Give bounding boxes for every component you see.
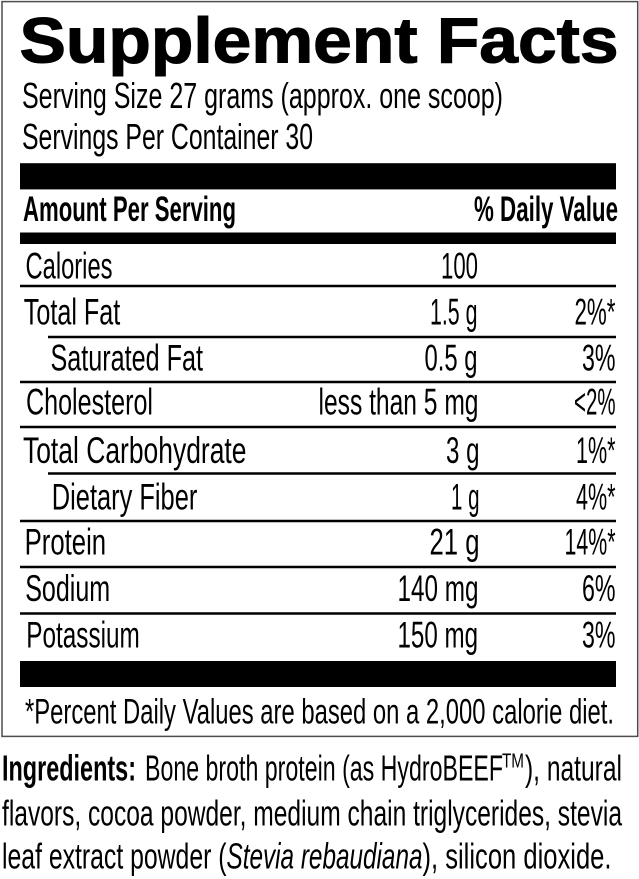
svg-text:Total Fat: Total Fat: [24, 292, 121, 333]
svg-text:TM: TM: [502, 751, 524, 773]
svg-text:Dietary Fiber: Dietary Fiber: [52, 477, 198, 518]
svg-text:Protein: Protein: [25, 522, 107, 563]
svg-text:1%*: 1%*: [576, 430, 616, 471]
svg-text:Sodium: Sodium: [25, 568, 110, 609]
svg-text:2%*: 2%*: [575, 292, 616, 333]
svg-text:3%: 3%: [582, 338, 616, 379]
svg-text:Bone broth protein (as HydroBE: Bone broth protein (as HydroBEEF: [145, 748, 503, 789]
svg-text:Serving Size 27 grams (approx.: Serving Size 27 grams (approx. one scoop…: [22, 75, 503, 116]
svg-text:Potassium: Potassium: [26, 615, 140, 656]
svg-text:150 mg: 150 mg: [398, 615, 479, 656]
svg-text:Calories: Calories: [26, 246, 113, 287]
svg-text:1.5 g: 1.5 g: [430, 292, 478, 333]
svg-text:Stevia rebaudiana: Stevia rebaudiana: [227, 836, 423, 877]
svg-text:140 mg: 140 mg: [398, 568, 479, 609]
svg-text:% Daily Value: % Daily Value: [474, 189, 618, 229]
svg-text:), silicon dioxide.: ), silicon dioxide.: [423, 836, 612, 877]
svg-text:Total Carbohydrate: Total Carbohydrate: [23, 430, 247, 471]
svg-text:*Percent Daily Values are base: *Percent Daily Values are based on a 2,0…: [25, 693, 614, 732]
svg-text:3%: 3%: [582, 615, 616, 656]
svg-text:6%: 6%: [582, 568, 616, 609]
svg-text:4%*: 4%*: [576, 477, 616, 518]
svg-text:Cholesterol: Cholesterol: [26, 382, 153, 423]
svg-text:0.5 g: 0.5 g: [425, 338, 478, 379]
svg-text:leaf extract powder (: leaf extract powder (: [2, 836, 227, 877]
svg-text:Amount Per Serving: Amount Per Serving: [23, 189, 236, 229]
svg-text:Servings Per Container 30: Servings Per Container 30: [22, 116, 313, 157]
svg-text:Saturated Fat: Saturated Fat: [51, 338, 204, 379]
svg-text:less than 5 mg: less than 5 mg: [319, 382, 479, 423]
svg-text:<2%: <2%: [574, 382, 616, 423]
svg-text:1 g: 1 g: [451, 477, 480, 518]
svg-text:), natural: ), natural: [525, 748, 622, 789]
svg-text:3 g: 3 g: [446, 430, 480, 471]
svg-text:Ingredients:: Ingredients:: [2, 748, 136, 789]
svg-text:100: 100: [441, 246, 478, 287]
svg-text:Supplement Facts: Supplement Facts: [20, 5, 619, 77]
svg-text:14%*: 14%*: [565, 522, 616, 563]
svg-text:21 g: 21 g: [430, 522, 480, 563]
svg-text:flavors, cocoa powder, medium: flavors, cocoa powder, medium chain trig…: [2, 793, 623, 834]
